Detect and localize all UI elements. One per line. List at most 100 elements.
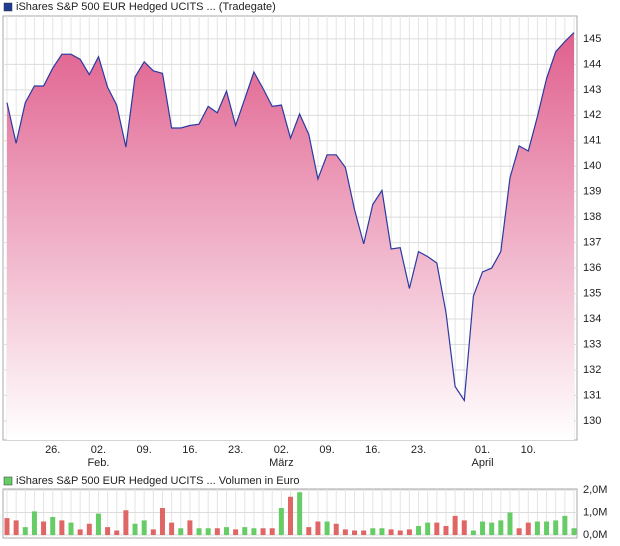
x-tick-label: 10. (521, 444, 536, 456)
volume-bar (397, 530, 403, 535)
volume-bar (306, 527, 312, 535)
volume-bar (31, 511, 37, 535)
x-tick-label: 16. (182, 444, 197, 456)
volume-bar (114, 530, 120, 535)
volume-bar (150, 529, 156, 535)
volume-bar (370, 528, 376, 535)
volume-bar (205, 528, 211, 535)
volume-bar (242, 527, 248, 535)
volume-bar (480, 521, 486, 535)
y-tick-label: 130 (583, 415, 601, 427)
price-line (6, 32, 575, 403)
x-tick-label: 09. (319, 444, 334, 456)
y-tick-label: 132 (583, 364, 601, 376)
volume-bar (388, 529, 394, 535)
volume-bar (434, 522, 440, 535)
volume-bar (59, 520, 65, 535)
volume-bar (141, 520, 147, 535)
y-tick-label: 143 (583, 84, 601, 96)
volume-bar (297, 492, 303, 535)
volume-bar (534, 521, 540, 535)
y-tick-label: 0,0M (583, 529, 607, 541)
volume-bar (507, 512, 513, 535)
volume-bar (187, 520, 193, 535)
chart-title: iShares S&P 500 EUR Hedged UCITS ... Vol… (16, 475, 300, 487)
volume-bar (544, 521, 550, 535)
volume-bar (516, 528, 522, 535)
y-tick-label: 1,0M (583, 506, 607, 518)
y-tick-label: 138 (583, 211, 601, 223)
volume-bar (425, 522, 431, 535)
volume-bar (169, 522, 175, 535)
volume-bar (562, 515, 568, 535)
y-tick-label: 142 (583, 109, 601, 121)
area-fill (7, 32, 574, 440)
volume-bar (50, 517, 56, 535)
volume-bar (251, 528, 257, 535)
legend-swatch (3, 476, 13, 486)
y-tick-label: 144 (583, 58, 601, 70)
x-tick-label: 02. (274, 444, 289, 456)
volume-bar (342, 529, 348, 535)
volume-bar (105, 527, 111, 535)
x-tick-label: 23. (411, 444, 426, 456)
volume-bar (333, 523, 339, 535)
volume-bar (324, 521, 330, 535)
y-tick-label: 139 (583, 186, 601, 198)
volume-bar (41, 521, 47, 535)
y-tick-label: 145 (583, 33, 601, 45)
x-tick-label: 02. (91, 444, 106, 456)
volume-bar (233, 529, 239, 535)
volume-bar (315, 521, 321, 535)
volume-bar (489, 522, 495, 535)
y-tick-label: 135 (583, 287, 601, 299)
volume-bar (498, 520, 504, 535)
volume-bar (196, 528, 202, 535)
volume-bar (77, 529, 83, 535)
volume-bar (68, 522, 74, 535)
volume-bar (553, 520, 559, 535)
volume-bar (443, 526, 449, 535)
volume-bar (269, 528, 275, 535)
y-tick-label: 2,0M (583, 484, 607, 496)
volume-bar (223, 527, 229, 535)
volume-bar (571, 528, 577, 535)
volume-bar (214, 528, 220, 535)
y-tick-label: 141 (583, 135, 601, 147)
volume-bar (132, 523, 138, 535)
volume-bar (361, 530, 367, 535)
volume-bar (452, 515, 458, 535)
volume-bar (470, 530, 476, 535)
y-tick-label: 140 (583, 160, 601, 172)
volume-bar (288, 496, 293, 535)
volume-bar (4, 518, 10, 535)
x-tick-label: 09. (137, 444, 152, 456)
volume-bar (278, 508, 284, 535)
y-tick-label: 134 (583, 313, 601, 325)
volume-bar (86, 523, 92, 535)
x-tick-label: 23. (228, 444, 243, 456)
x-month-label: März (269, 457, 293, 469)
y-tick-label: 133 (583, 338, 601, 350)
y-tick-label: 136 (583, 262, 601, 274)
volume-bar (178, 528, 184, 535)
volume-bar (95, 513, 101, 535)
x-tick-label: 26. (45, 444, 60, 456)
volume-bar (159, 508, 165, 535)
x-tick-label: 16. (365, 444, 380, 456)
volume-bar (379, 528, 385, 535)
volume-bar (260, 528, 266, 535)
volume-bar (525, 522, 531, 535)
x-month-label: April (472, 457, 494, 469)
volume-bar (22, 527, 28, 535)
volume-bar (406, 529, 412, 535)
x-tick-label: 01. (475, 444, 490, 456)
chart-title: iShares S&P 500 EUR Hedged UCITS ... (Tr… (16, 1, 276, 13)
volume-bar (123, 510, 129, 535)
legend-swatch (3, 2, 13, 12)
y-tick-label: 131 (583, 389, 601, 401)
y-tick-label: 137 (583, 237, 601, 249)
x-month-label: Feb. (87, 457, 109, 469)
volume-bar (13, 520, 19, 535)
